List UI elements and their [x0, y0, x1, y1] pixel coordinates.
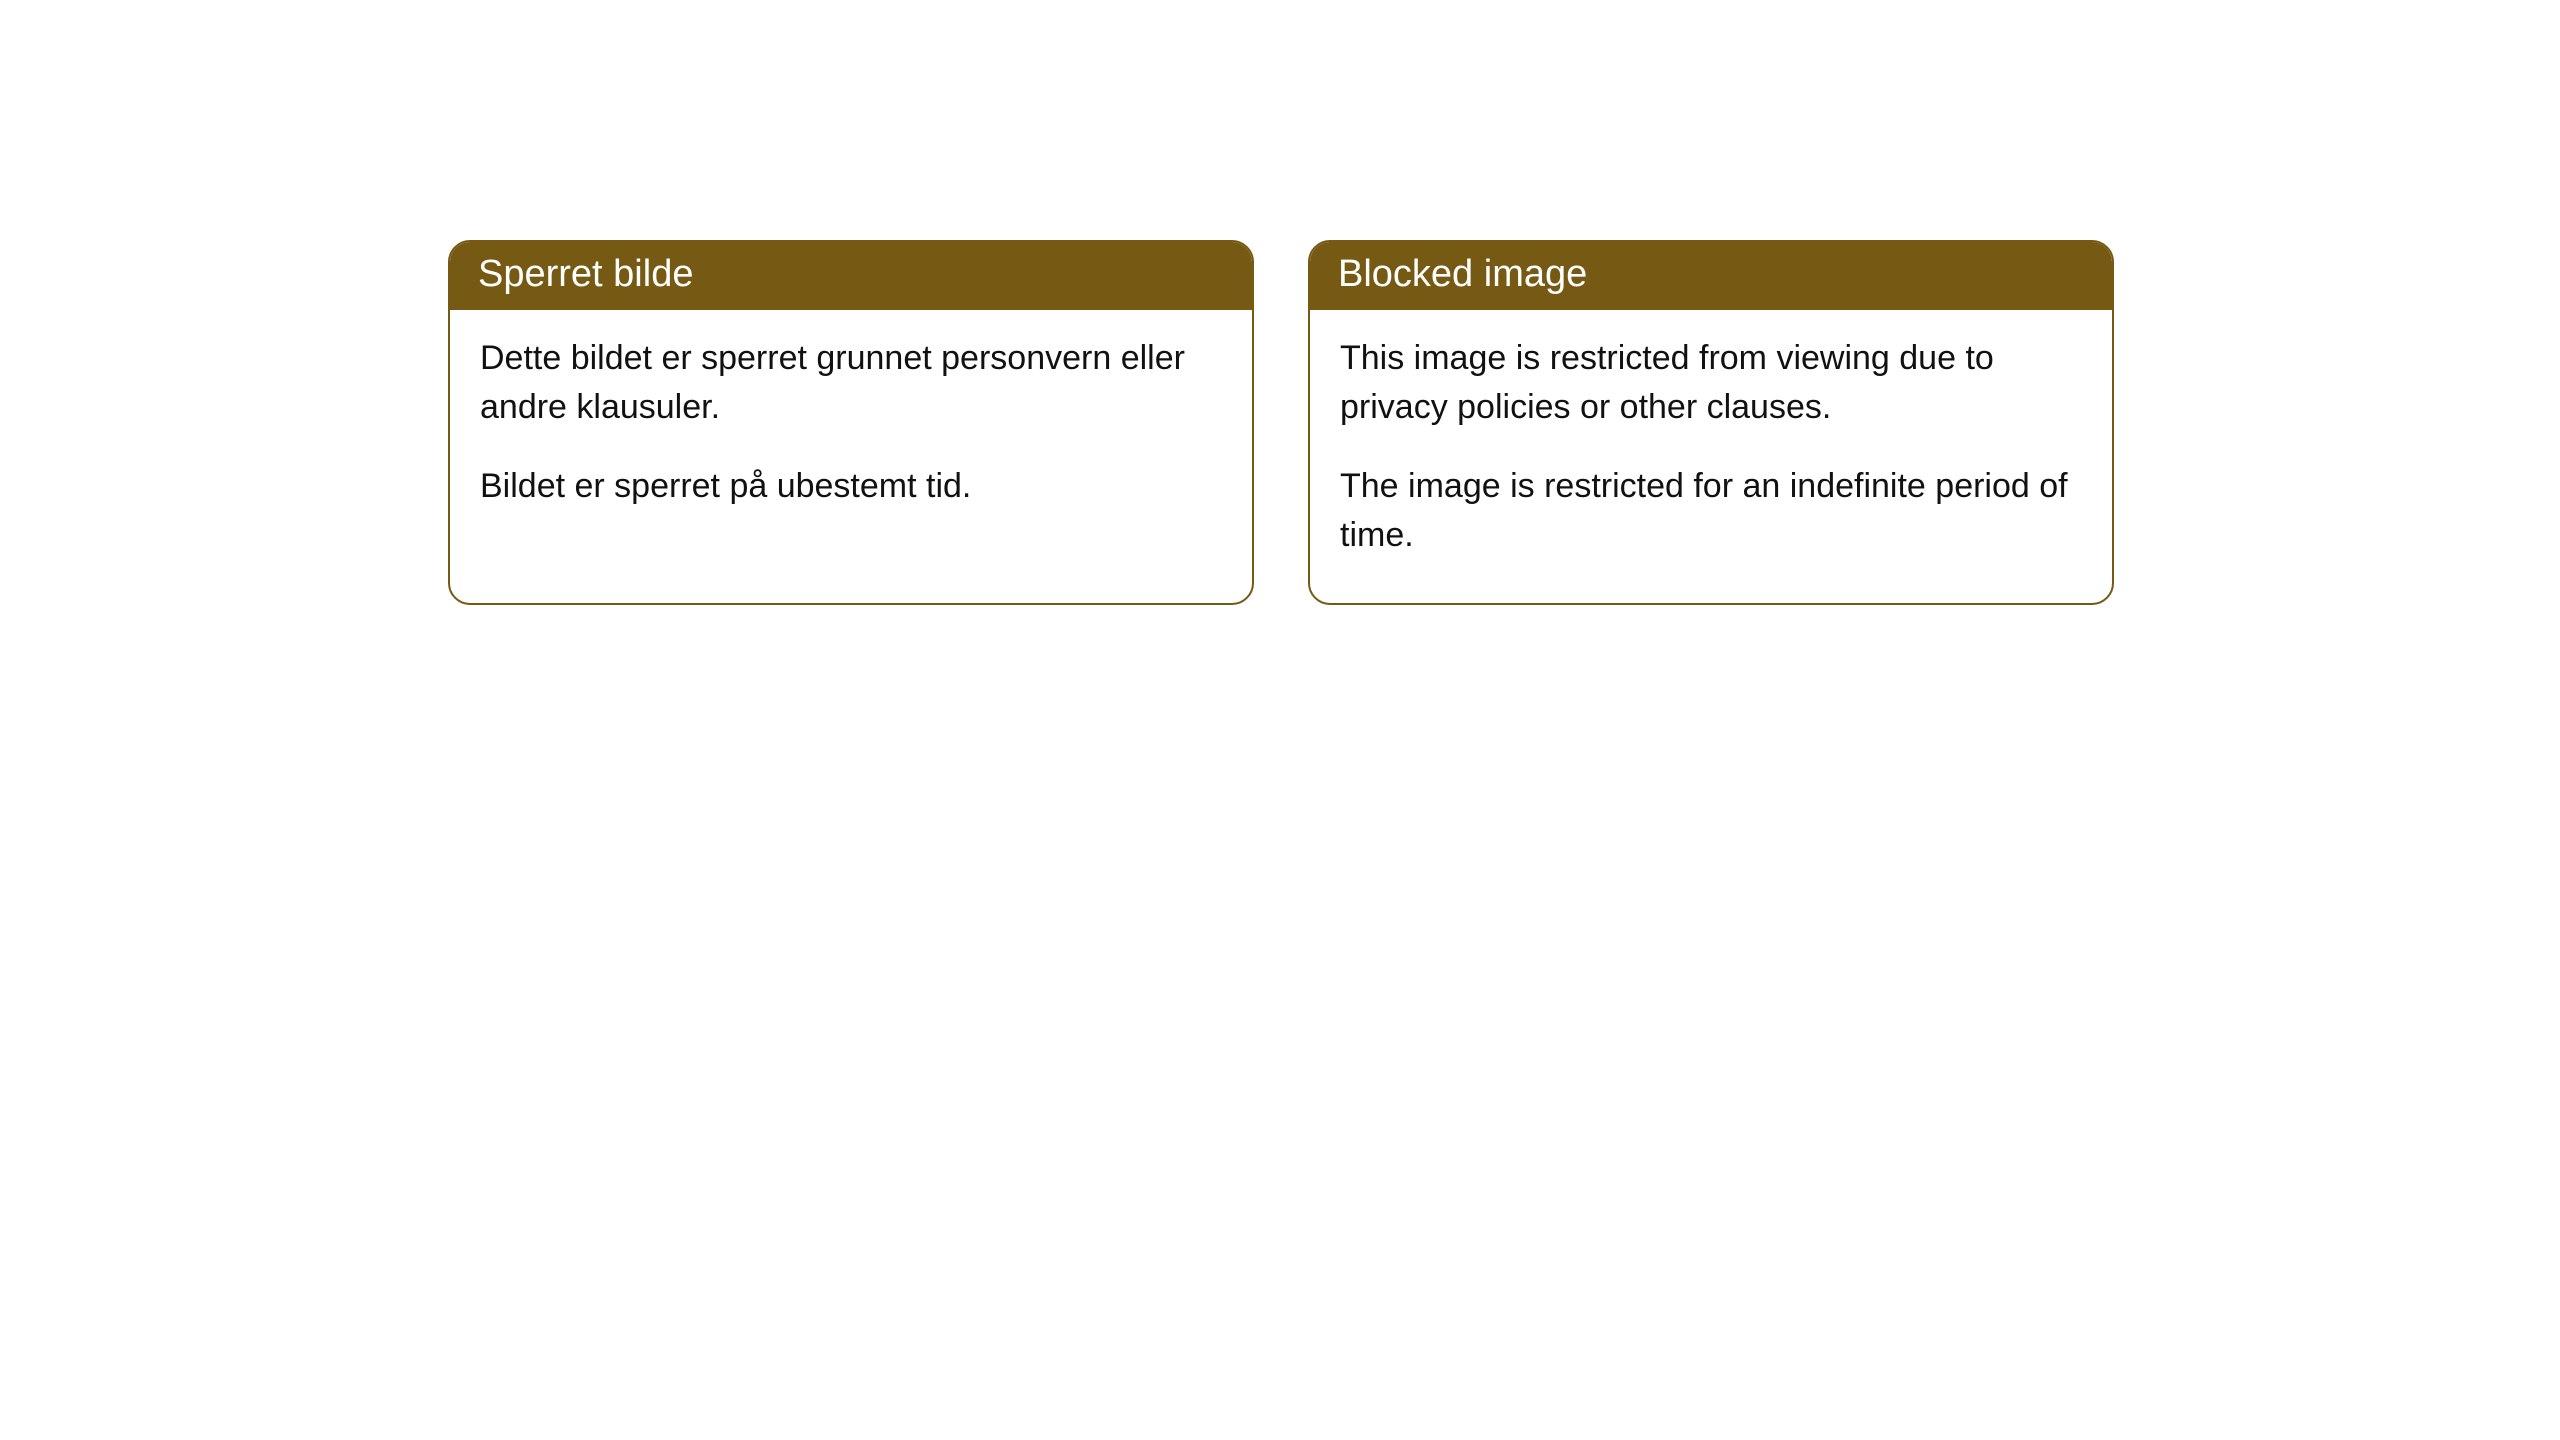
notice-card-body: Dette bildet er sperret grunnet personve… — [450, 310, 1252, 554]
notice-card-paragraph: Dette bildet er sperret grunnet personve… — [480, 334, 1222, 433]
notice-card-title: Blocked image — [1310, 242, 2112, 310]
notice-card-paragraph: This image is restricted from viewing du… — [1340, 334, 2082, 433]
notice-cards-container: Sperret bilde Dette bildet er sperret gr… — [448, 240, 2114, 605]
notice-card-english: Blocked image This image is restricted f… — [1308, 240, 2114, 605]
notice-card-paragraph: The image is restricted for an indefinit… — [1340, 462, 2082, 561]
notice-card-title: Sperret bilde — [450, 242, 1252, 310]
notice-card-body: This image is restricted from viewing du… — [1310, 310, 2112, 603]
notice-card-paragraph: Bildet er sperret på ubestemt tid. — [480, 462, 1222, 511]
notice-card-norwegian: Sperret bilde Dette bildet er sperret gr… — [448, 240, 1254, 605]
